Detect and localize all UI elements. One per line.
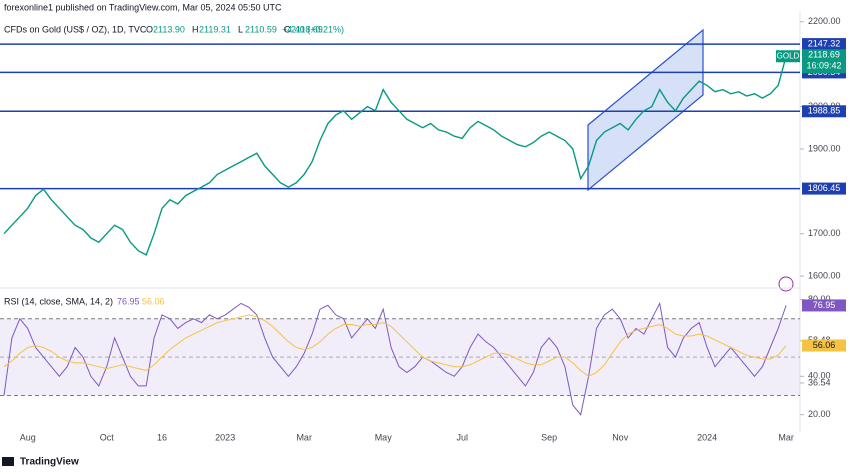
rsi-title: RSI (14, close, SMA, 14, 2) bbox=[4, 296, 113, 306]
y-tick-label: 40.00 bbox=[808, 371, 831, 381]
ohlc-value: 2110.59 bbox=[245, 24, 277, 34]
level-label: 2147.32 bbox=[808, 38, 841, 48]
x-tick-label: Nov bbox=[612, 432, 629, 442]
series-line bbox=[3, 301, 787, 416]
value-label: 76.95 bbox=[813, 300, 836, 310]
series-line bbox=[3, 314, 787, 377]
value-tag bbox=[802, 299, 846, 312]
symbol-tag bbox=[776, 50, 800, 63]
instrument: CFDs on Gold (US$ / OZ), 1D, TVC bbox=[4, 24, 147, 34]
byline: forexonline1 published on TradingView.co… bbox=[4, 2, 282, 12]
ohlc-value: 2119.31 bbox=[199, 24, 231, 34]
x-tick-label: Mar bbox=[778, 432, 794, 442]
symbol-name: GOLD bbox=[777, 51, 800, 60]
ohlc-key: C bbox=[284, 24, 291, 34]
x-tick-label: May bbox=[375, 432, 393, 442]
ohlc-key: L bbox=[238, 24, 243, 34]
y-tick-label: 1900.00 bbox=[808, 143, 841, 153]
ohlc-key: H bbox=[192, 24, 199, 34]
y-tick-label: 2200.00 bbox=[808, 16, 841, 26]
x-tick-label: 16 bbox=[157, 432, 167, 442]
countdown: 16:09:42 bbox=[806, 61, 841, 71]
y-tick-label: 20.00 bbox=[808, 409, 831, 419]
ohlc-value: 2113.90 bbox=[153, 24, 185, 34]
level-tag bbox=[802, 105, 846, 118]
x-tick-label: 2023 bbox=[215, 432, 235, 442]
x-tick-label: Aug bbox=[20, 432, 36, 442]
ohlc-key: O bbox=[146, 24, 153, 34]
alert-icon bbox=[778, 276, 794, 292]
value-label: 56.06 bbox=[813, 340, 836, 350]
price-label: 2118.69 bbox=[808, 50, 840, 60]
x-tick-label: Sep bbox=[541, 432, 557, 442]
legend-value: 76.95 bbox=[117, 296, 140, 306]
legend-value: 56.06 bbox=[142, 296, 165, 306]
logo bbox=[2, 457, 14, 466]
level-label: 1988.85 bbox=[808, 106, 841, 116]
y-tick-label: 1600.00 bbox=[808, 270, 841, 280]
x-tick-label: 2024 bbox=[697, 432, 717, 442]
x-tick-label: Mar bbox=[296, 432, 312, 442]
series-line bbox=[3, 56, 787, 256]
value-tag bbox=[802, 339, 846, 352]
level-tag bbox=[802, 38, 846, 51]
x-tick-label: Jul bbox=[456, 432, 468, 442]
change: +4.40 (+0.21%) bbox=[282, 24, 344, 34]
footer: TradingView bbox=[20, 457, 79, 468]
x-tick-label: Oct bbox=[100, 432, 115, 442]
ohlc-value: 2118.69 bbox=[291, 24, 323, 34]
y-tick-label: 80.00 bbox=[808, 294, 831, 304]
y-tick-label: 36.54 bbox=[808, 377, 831, 387]
price-tag bbox=[802, 49, 846, 74]
y-tick-label: 1700.00 bbox=[808, 228, 841, 238]
level-tag bbox=[802, 182, 846, 195]
level-label: 1806.45 bbox=[808, 183, 841, 193]
